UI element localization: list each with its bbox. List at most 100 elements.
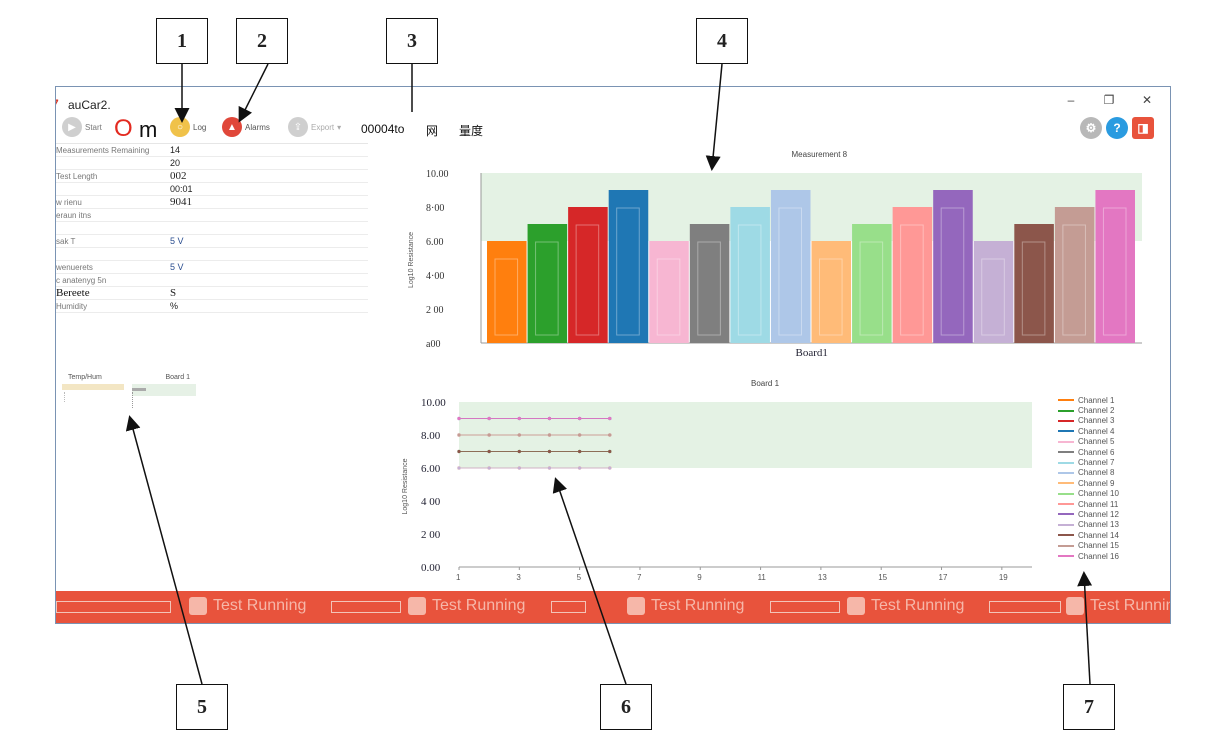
restore-button[interactable]: ❐ [1103,93,1115,107]
status-logo-icon [627,597,645,615]
series-point [487,449,491,454]
info-row: sak T 5 V [56,235,368,248]
series-point [608,466,612,470]
status-segment: Test Running [627,597,744,615]
status-logo-icon [189,597,207,615]
bar-inner-outline [900,224,924,336]
legend-swatch [1058,399,1074,402]
bar [568,207,608,343]
legend-item: Channel 3 [1058,416,1158,426]
legend-label: Channel 11 [1078,499,1119,509]
legend-label: Channel 2 [1078,406,1115,416]
x-tick-label: 11 [758,573,767,582]
legend-swatch [1058,430,1074,433]
y-tick-label: 4·00 [426,271,444,282]
series-point [517,416,521,421]
status-text: Test Running [651,597,745,614]
series-point [457,449,461,454]
status-divider [56,601,171,613]
series-point [517,466,521,470]
bar [892,207,933,343]
info-value: 002 [170,170,187,182]
y-tick-label: 2 00 [426,305,444,316]
legend-swatch [1058,513,1074,516]
legend-label: Channel 4 [1078,426,1115,436]
legend-swatch [1058,482,1074,485]
x-tick-label: 17 [939,573,948,582]
bar-inner-outline [1062,224,1086,336]
legend-item: Channel 7 [1058,457,1158,467]
y-tick-label: 8·00 [426,203,444,214]
series-point [547,466,552,470]
bar-inner-outline [575,224,600,336]
legend-label: Channel 7 [1078,458,1115,468]
info-row: 20 [56,157,368,170]
legend-label: Channel 16 [1078,551,1119,561]
legend-item: Channel 4 [1058,426,1158,436]
callout-3: 3 [386,18,438,64]
info-row: 00:01 [56,183,368,196]
bar [811,241,852,343]
info-label: Bereete [56,287,90,299]
legend-label: Channel 13 [1078,520,1119,530]
legend-item: Channel 2 [1058,405,1158,415]
alarms-label: Alarms [245,122,270,132]
legend-label: Channel 9 [1078,478,1115,488]
info-value: 5 V [170,236,184,246]
export-label: Export [311,122,335,132]
legend-item: Channel 16 [1058,551,1158,561]
temp-hum-cells [62,384,196,408]
bar-inner-outline [656,258,681,336]
info-label: Measurements Remaining [56,146,150,155]
start-button[interactable]: ▶ Start [62,117,102,137]
bar-inner-outline [737,224,762,336]
info-label: Test Length [56,172,98,181]
help-icon[interactable]: ? [1106,117,1128,139]
y-tick-label: 0.00 [421,562,441,574]
bar-inner-outline [1102,207,1127,336]
legend-swatch [1058,523,1074,526]
settings-icon[interactable]: ⚙ [1080,117,1102,139]
legend-label: Channel 3 [1078,416,1115,426]
x-tick-label: 19 [999,573,1008,582]
log-label: Log [193,122,207,132]
play-icon: ▶ [62,117,82,137]
legend-swatch [1058,544,1074,547]
status-segment: Test Running [189,597,306,615]
series-point [487,466,491,470]
status-logo-icon [847,597,865,615]
info-value: % [170,301,179,311]
legend-label: Channel 8 [1078,468,1115,478]
app-icon: 7 [56,97,59,111]
close-button[interactable]: ✕ [1141,93,1153,107]
series-point [517,433,521,437]
x-tick-label: 3 [516,573,521,582]
app-logo-icon[interactable]: ◨ [1132,117,1154,139]
legend-item: Channel 5 [1058,437,1158,447]
series-point [517,449,521,454]
bar-inner-outline [616,207,640,336]
alarms-button[interactable]: ▲ Alarms [222,117,270,137]
board-header: Board 1 [165,374,190,381]
bar [852,224,892,343]
chevron-down-icon: ▾ [337,122,342,132]
minimize-button[interactable]: – [1067,93,1075,107]
legend-swatch [1058,440,1074,443]
cn-label-1: 网 [426,124,439,138]
info-label: eraun itns [56,211,92,220]
export-button[interactable]: ⇪ Export ▾ [288,117,341,137]
legend-swatch [1058,471,1074,474]
om-o-text: O [114,115,133,142]
status-divider [331,601,401,613]
y-tick-label: 6.00 [426,237,444,248]
info-value: 14 [170,145,181,155]
window-title: auCar2. [68,98,111,112]
bar [933,190,973,343]
legend-item: Channel 13 [1058,520,1158,530]
start-label: Start [85,122,102,132]
status-logo-icon [408,597,426,615]
callout-6: 6 [600,684,652,730]
series-point [457,466,461,470]
status-divider [770,601,840,613]
y-axis-label: Log10 Resistance [402,458,409,514]
